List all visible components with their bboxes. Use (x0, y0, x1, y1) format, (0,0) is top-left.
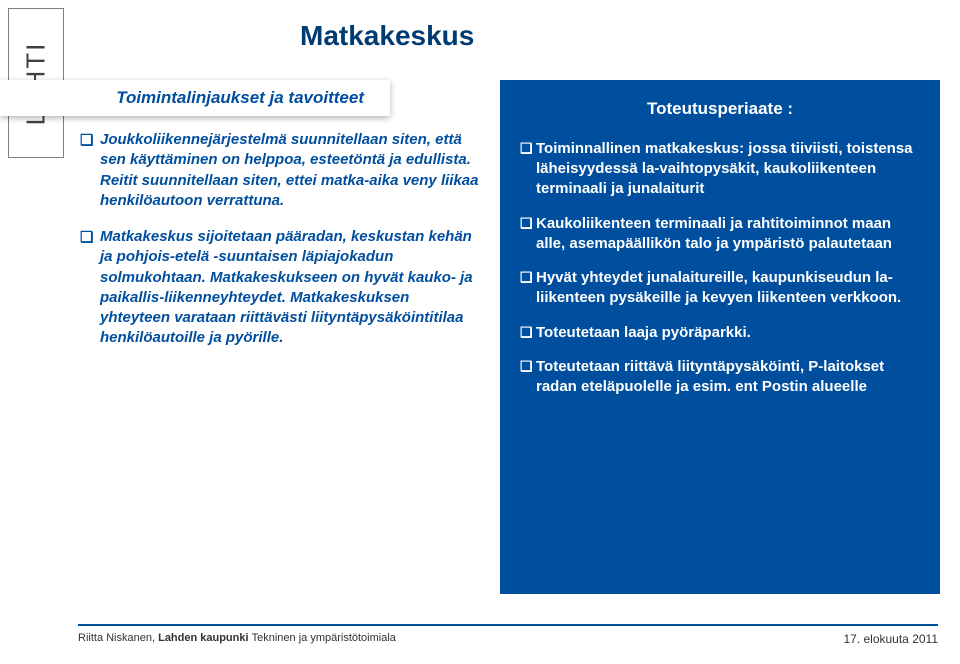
footer-divider (78, 624, 938, 626)
bullet-marker-icon: ❑ (80, 228, 100, 248)
subtitle: Toimintalinjaukset ja tavoitteet (0, 88, 364, 108)
left-column: Toimintalinjaukset ja tavoitteet ❑ Joukk… (80, 80, 480, 594)
right-bullet: ❑ Toiminnallinen matkakeskus: jossa tiiv… (520, 139, 920, 200)
bullet-marker-icon: ❑ (520, 214, 536, 233)
page-title: Matkakeskus (300, 20, 474, 52)
subtitle-box: Toimintalinjaukset ja tavoitteet (0, 80, 390, 116)
footer-author: Riitta Niskanen, (78, 632, 158, 644)
bullet-text: Toteutetaan riittävä liityntäpysäköinti,… (536, 357, 920, 398)
right-title: Toteutusperiaate : (520, 98, 920, 121)
left-bullet: ❑ Matkakeskus sijoitetaan pääradan, kesk… (80, 227, 480, 349)
footer: Riitta Niskanen, Lahden kaupunki Teknine… (0, 614, 960, 664)
bullet-text: Toiminnallinen matkakeskus: jossa tiivii… (536, 139, 920, 200)
footer-org-bold: Lahden kaupunki (158, 632, 252, 644)
bullet-marker-icon: ❑ (520, 268, 536, 287)
right-bullet: ❑ Kaukoliikenteen terminaali ja rahtitoi… (520, 214, 920, 255)
bullet-marker-icon: ❑ (520, 357, 536, 376)
left-bullet-group: ❑ Matkakeskus sijoitetaan pääradan, kesk… (80, 227, 480, 349)
bullet-marker-icon: ❑ (520, 139, 536, 158)
content-area: Toimintalinjaukset ja tavoitteet ❑ Joukk… (80, 80, 940, 594)
right-bullet: ❑ Hyvät yhteydet junalaitureille, kaupun… (520, 268, 920, 309)
right-column: Toteutusperiaate : ❑ Toiminnallinen matk… (500, 80, 940, 594)
footer-date: 17. elokuuta 2011 (843, 632, 938, 646)
bullet-text: Joukkoliikennejärjestelmä suunnitellaan … (100, 130, 480, 211)
left-bullet-group: ❑ Joukkoliikennejärjestelmä suunnitellaa… (80, 130, 480, 211)
bullet-marker-icon: ❑ (80, 131, 100, 151)
footer-left: Riitta Niskanen, Lahden kaupunki Teknine… (78, 632, 396, 644)
bullet-text: Kaukoliikenteen terminaali ja rahtitoimi… (536, 214, 920, 255)
footer-org-rest: Tekninen ja ympäristötoimiala (252, 632, 396, 644)
bullet-text: Toteutetaan laaja pyöräparkki. (536, 323, 920, 343)
bullet-text: Hyvät yhteydet junalaitureille, kaupunki… (536, 268, 920, 309)
right-bullet: ❑ Toteutetaan laaja pyöräparkki. (520, 323, 920, 343)
bullet-text: Matkakeskus sijoitetaan pääradan, keskus… (100, 227, 480, 349)
bullet-marker-icon: ❑ (520, 323, 536, 342)
left-bullet: ❑ Joukkoliikennejärjestelmä suunnitellaa… (80, 130, 480, 211)
right-bullet: ❑ Toteutetaan riittävä liityntäpysäköint… (520, 357, 920, 398)
